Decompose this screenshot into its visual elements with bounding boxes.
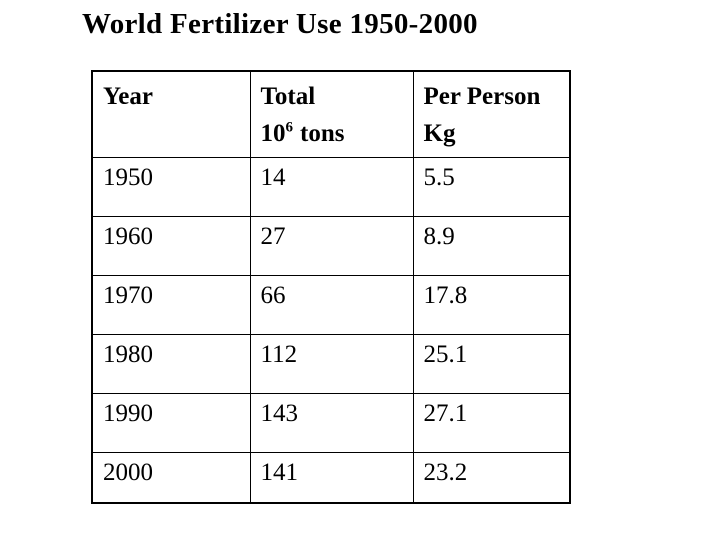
cell-total: 27 [249,216,414,276]
table-row: 2000 141 23.2 [91,452,571,503]
cell-year: 2000 [91,452,251,503]
cell-year: 1990 [91,393,251,453]
header-year-label: Year [103,83,153,110]
cell-per-person: 25.1 [412,334,571,394]
table-body: 1950 14 5.5 1960 27 8.9 1970 66 17.8 198… [91,157,571,503]
cell-year: 1980 [91,334,251,394]
header-cell-total: Total 106 tons [249,70,414,158]
unit-base: 10 [260,120,286,147]
cell-per-person: 17.8 [412,275,571,335]
header-total-label: Total [260,83,316,110]
unit-exponent: 6 [285,119,294,136]
cell-total: 141 [249,452,414,503]
table-row: 1960 27 8.9 [91,216,571,276]
cell-total: 14 [249,157,414,217]
slide-title: World Fertilizer Use 1950-2000 [82,8,478,40]
cell-total: 66 [249,275,414,335]
cell-per-person: 5.5 [412,157,571,217]
header-total-unit: 106 tons [261,115,403,152]
header-per-person-unit: Kg [423,120,456,147]
table-row: 1950 14 5.5 [91,157,571,217]
cell-per-person: 8.9 [412,216,571,276]
cell-per-person: 23.2 [412,452,571,503]
table-header: Year Total 106 tons Per Person Kg [91,70,571,158]
unit-suffix: tons [300,120,345,147]
table-row: 1970 66 17.8 [91,275,571,335]
cell-year: 1970 [91,275,251,335]
header-row: Year Total 106 tons Per Person Kg [91,70,571,158]
cell-total: 143 [249,393,414,453]
table-row: 1980 112 25.1 [91,334,571,394]
header-per-person-label: Per Person [423,83,541,110]
header-cell-year: Year [91,70,251,158]
cell-total: 112 [249,334,414,394]
table-row: 1990 143 27.1 [91,393,571,453]
cell-year: 1950 [91,157,251,217]
header-cell-per-person: Per Person Kg [412,70,571,158]
cell-per-person: 27.1 [412,393,571,453]
fertilizer-data-table: Year Total 106 tons Per Person Kg 1950 14… [91,70,571,504]
cell-year: 1960 [91,216,251,276]
